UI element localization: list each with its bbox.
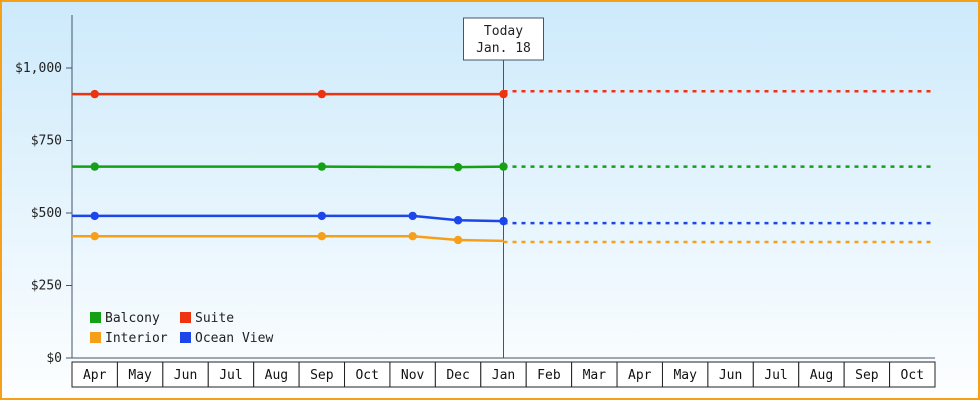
month-label: Nov <box>401 368 425 383</box>
month-cell <box>616 361 663 388</box>
data-point-interior <box>90 232 99 241</box>
y-tick-label: $0 <box>46 351 62 366</box>
data-point-balcony <box>90 162 99 171</box>
data-point-balcony <box>317 162 327 171</box>
data-point-ocean-view <box>499 216 508 226</box>
legend-label-ocean-view: Ocean View <box>195 331 273 346</box>
month-label: Jul <box>219 368 242 383</box>
month-label: May <box>673 368 697 383</box>
series-line-balcony <box>72 165 504 169</box>
month-cell <box>571 361 618 388</box>
month-cell <box>434 361 482 388</box>
month-cell <box>480 361 527 388</box>
month-cell <box>889 361 936 388</box>
legend-label-balcony: Balcony <box>105 311 160 326</box>
y-tick-label: $1,000 <box>15 61 62 76</box>
data-point-ocean-view <box>453 216 463 225</box>
month-cell <box>344 361 391 388</box>
month-label: Jun <box>719 368 742 383</box>
month-label: Jan <box>492 368 515 383</box>
data-point-suite <box>499 89 508 99</box>
data-point-balcony <box>499 162 508 171</box>
month-cell <box>707 361 754 388</box>
month-cell <box>298 361 346 388</box>
month-cell <box>253 361 300 388</box>
legend-swatch-balcony <box>90 312 101 323</box>
month-label: Sep <box>310 368 334 383</box>
data-point-interior <box>453 235 463 245</box>
data-point-interior <box>408 232 417 241</box>
legend-swatch-ocean-view <box>180 332 191 343</box>
month-label: Mar <box>583 368 607 383</box>
data-point-suite <box>317 89 327 99</box>
today-annotation-box <box>463 17 544 61</box>
today-label-line2: Jan. 18 <box>476 41 531 56</box>
month-label: Aug <box>265 368 288 383</box>
legend-label-interior: Interior <box>105 331 168 346</box>
data-point-ocean-view <box>317 211 327 221</box>
today-label-line1: Today <box>484 24 523 39</box>
month-label: Oct <box>901 368 924 383</box>
legend-swatch-interior <box>90 332 101 343</box>
y-tick-label: $750 <box>31 134 62 149</box>
month-cell <box>798 361 845 388</box>
legend-label-suite: Suite <box>195 311 234 326</box>
data-point-balcony <box>453 162 463 172</box>
data-point-interior <box>317 232 327 241</box>
month-label: Apr <box>628 368 652 383</box>
month-label: Jul <box>764 368 787 383</box>
month-cell <box>752 361 800 388</box>
y-tick-label: $250 <box>31 279 62 294</box>
month-label: Sep <box>855 368 879 383</box>
data-point-suite <box>90 89 99 99</box>
month-label: May <box>128 368 152 383</box>
month-cell <box>525 361 573 388</box>
y-tick-label: $500 <box>31 206 62 221</box>
month-label: Oct <box>355 368 378 383</box>
data-point-ocean-view <box>408 211 417 221</box>
month-label: Aug <box>810 368 833 383</box>
legend-swatch-suite <box>180 312 191 323</box>
month-label: Jun <box>174 368 197 383</box>
data-point-ocean-view <box>90 211 99 221</box>
month-label: Dec <box>446 368 469 383</box>
month-label: Apr <box>83 368 107 383</box>
month-label: Feb <box>537 368 561 383</box>
month-cell <box>661 361 709 388</box>
